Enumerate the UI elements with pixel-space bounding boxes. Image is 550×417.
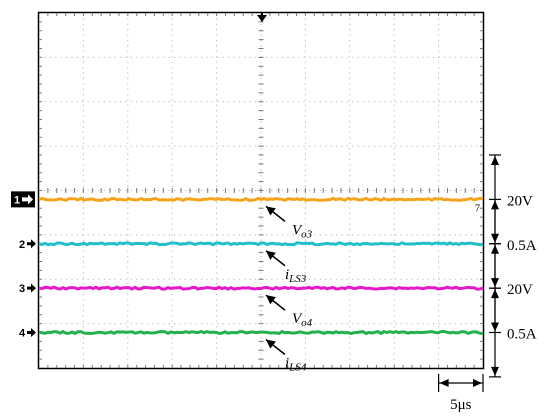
trace-vo3 [38, 196, 484, 202]
label-ils4: iLS4 [285, 356, 307, 374]
scale-arrow-down-icon [491, 366, 499, 376]
traces: 7 [38, 196, 484, 336]
trace-end-marker: 7 [475, 203, 480, 214]
label-vo3-arrow-icon [266, 206, 276, 216]
scale-arrow-up-icon [491, 244, 499, 254]
label-ils3: iLS3 [285, 267, 307, 285]
label-ils3-arrow-icon [266, 250, 276, 260]
label-vo3-subscript: o3 [301, 228, 313, 240]
channel-arrow-icon [27, 239, 36, 249]
scale-label-vo4: 20V [507, 282, 533, 298]
time-scale-arrow-left-icon [439, 379, 449, 387]
grid [39, 13, 483, 368]
scale-arrow-up-icon [491, 289, 499, 299]
scale-label-ils3: 0.5A [507, 238, 537, 254]
label-ils3-subscript: LS3 [288, 273, 307, 285]
time-scale: 5μs [438, 374, 484, 413]
scale-label-vo3: 20V [507, 193, 533, 209]
scale-arrow-up-icon [491, 200, 499, 210]
label-ils4-subscript: LS4 [288, 362, 307, 374]
label-vo4-subscript: o4 [301, 317, 313, 329]
time-scale-arrow-right-icon [473, 379, 482, 387]
channel-arrow-icon [27, 328, 36, 337]
channel-marker-2: 2 [19, 239, 25, 251]
channel-arrow-icon [27, 283, 36, 293]
channel-markers: 1 2 3 4 [11, 191, 36, 340]
label-vo4: Vo4 [292, 311, 313, 329]
time-scale-label: 5μs [450, 397, 472, 413]
scale-arrow-up-icon [491, 156, 499, 165]
label-vo4-arrow-icon [266, 295, 276, 305]
trace-ils4 [38, 329, 484, 336]
channel-marker-3: 3 [19, 283, 25, 295]
channel-arrow-icon [22, 194, 33, 205]
label-ils4-arrow-icon [266, 339, 276, 349]
trace-vo4 [38, 285, 484, 291]
channel-marker-1: 1 [14, 194, 20, 206]
label-vo3: Vo3 [292, 222, 313, 240]
scale-label-ils4: 0.5A [507, 327, 537, 343]
scale-indicators: 20V 0.5A 20V 0.5A [489, 154, 537, 378]
channel-marker-4: 4 [19, 328, 26, 340]
trace-ils3 [38, 241, 484, 247]
trigger-marker-icon [257, 12, 267, 22]
